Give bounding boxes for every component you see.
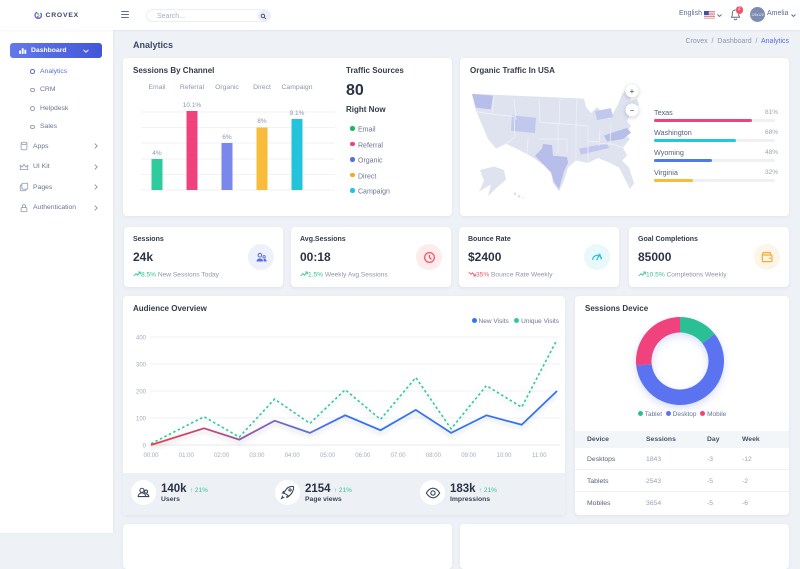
svg-text:200: 200	[136, 390, 147, 396]
svg-text:07:00: 07:00	[391, 453, 407, 459]
svg-text:Email: Email	[149, 84, 166, 91]
svg-text:10.1%: 10.1%	[183, 102, 202, 109]
svg-text:04:00: 04:00	[285, 453, 301, 459]
svg-text:Campaign: Campaign	[282, 84, 313, 91]
svg-text:0: 0	[143, 444, 147, 450]
svg-text:−: −	[630, 106, 635, 115]
svg-text:Referral: Referral	[180, 84, 205, 91]
svg-text:00:00: 00:00	[143, 453, 159, 459]
svg-text:05:00: 05:00	[320, 453, 336, 459]
svg-text:9.1%: 9.1%	[290, 110, 305, 117]
svg-text:10:00: 10:00	[496, 453, 512, 459]
svg-text:03:00: 03:00	[249, 453, 265, 459]
svg-text:6%: 6%	[222, 134, 232, 141]
svg-text:08:00: 08:00	[426, 453, 442, 459]
svg-text:400: 400	[136, 336, 147, 342]
svg-text:09:00: 09:00	[461, 453, 477, 459]
svg-text:Direct: Direct	[253, 84, 271, 91]
svg-text:4%: 4%	[152, 150, 162, 157]
svg-text:+: +	[630, 87, 635, 96]
svg-text:Organic: Organic	[215, 84, 239, 91]
svg-text:01:00: 01:00	[179, 453, 195, 459]
svg-text:100: 100	[136, 417, 147, 423]
svg-text:06:00: 06:00	[355, 453, 371, 459]
svg-text:300: 300	[136, 363, 147, 369]
svg-text:8%: 8%	[257, 118, 267, 125]
svg-text:02:00: 02:00	[214, 453, 230, 459]
svg-text:11:00: 11:00	[532, 453, 547, 459]
